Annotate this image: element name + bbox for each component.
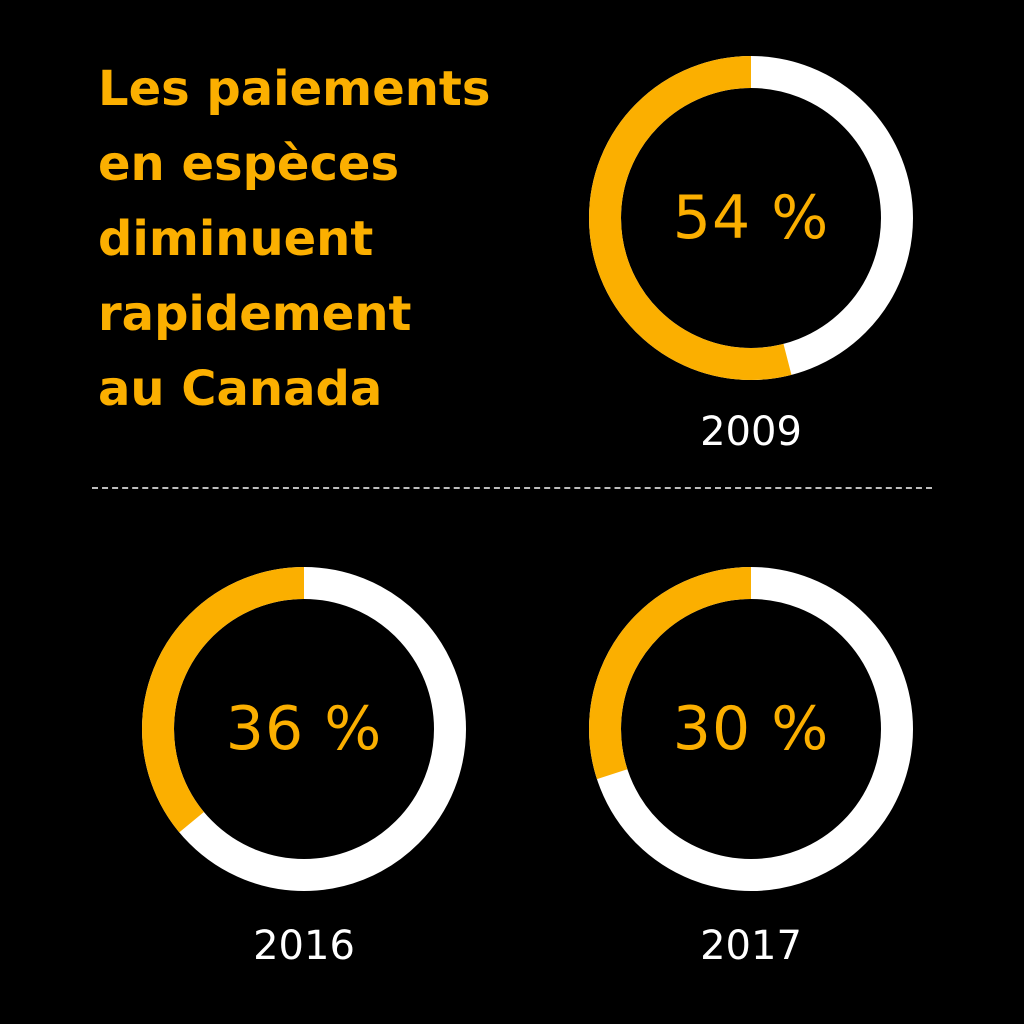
dashed-divider <box>92 487 932 489</box>
donut-year-label: 2017 <box>700 923 802 969</box>
title-line: au Canada <box>98 361 383 417</box>
title-line: Les paiements <box>98 61 491 117</box>
title-line: en espèces <box>98 136 400 192</box>
donut-chart-2017: 30 % <box>589 567 913 891</box>
donut-svg <box>142 567 466 891</box>
donut-chart-2016: 36 % <box>142 567 466 891</box>
donut-svg <box>589 56 913 380</box>
page-title: Les paiements en espèces diminuent rapid… <box>98 52 528 427</box>
donut-value-label: 36 % <box>225 694 383 764</box>
donut-year-label: 2016 <box>253 923 355 969</box>
donut-value-label: 54 % <box>672 183 830 253</box>
title-line: rapidement <box>98 286 412 342</box>
donut-chart-2009: 54 % <box>589 56 913 380</box>
donut-value-arc <box>142 567 466 891</box>
donut-year-label: 2009 <box>700 409 802 455</box>
donut-value-arc <box>589 56 913 380</box>
donut-value-label: 30 % <box>672 694 830 764</box>
donut-svg <box>589 567 913 891</box>
donut-value-arc <box>589 567 913 891</box>
title-line: diminuent <box>98 211 374 267</box>
